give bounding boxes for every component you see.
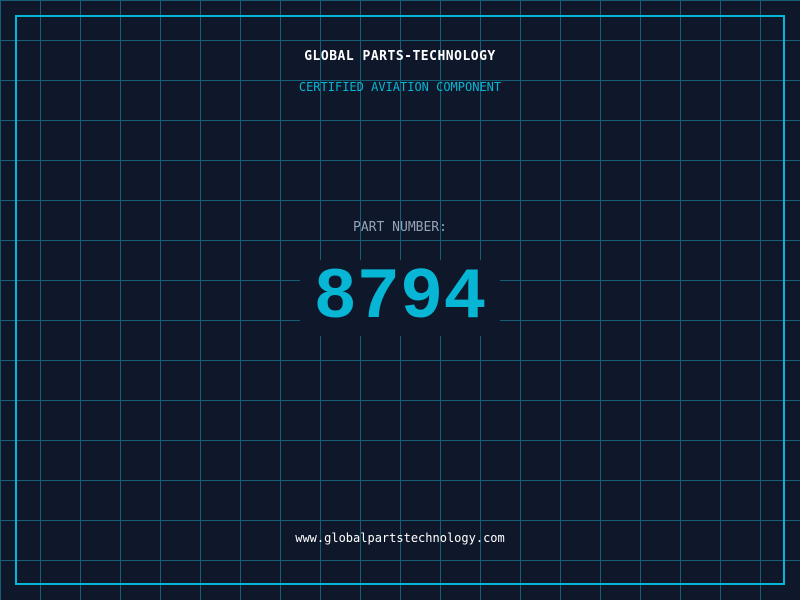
certification-subtitle: CERTIFIED AVIATION COMPONENT	[298, 80, 502, 94]
part-number-label: PART NUMBER:	[353, 220, 447, 235]
company-name: GLOBAL PARTS-TECHNOLOGY	[304, 49, 496, 64]
border-frame	[15, 15, 785, 585]
part-number-value: 8794	[313, 257, 487, 339]
website-url: www.globalpartstechnology.com	[295, 531, 505, 545]
part-number-backdrop	[300, 260, 500, 336]
